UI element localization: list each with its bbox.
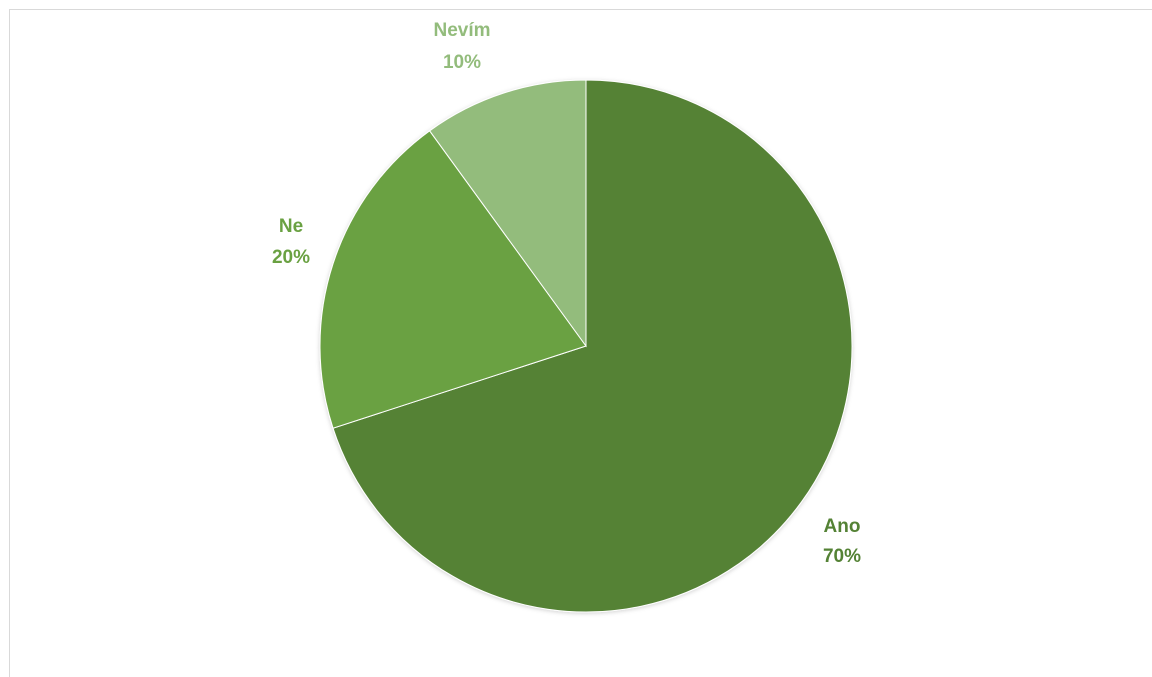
pie-slices (319, 79, 853, 613)
data-label-ano-category: Ano (824, 516, 861, 537)
data-label-ne-category: Ne (279, 216, 303, 237)
data-label-nevim-percent: 10% (443, 52, 481, 73)
data-label-nevim-category: Nevím (433, 20, 490, 41)
data-label-ne: Ne 20% (272, 216, 310, 268)
data-label-ano: Ano 70% (823, 516, 861, 567)
pie-slice-nevim (428, 79, 587, 348)
data-label-ne-percent: 20% (272, 247, 310, 268)
data-label-nevim: Nevím 10% (433, 20, 490, 73)
pie-slice-ano (332, 79, 853, 613)
data-label-ano-percent: 70% (823, 546, 861, 567)
pie-slice-ne (319, 130, 587, 429)
